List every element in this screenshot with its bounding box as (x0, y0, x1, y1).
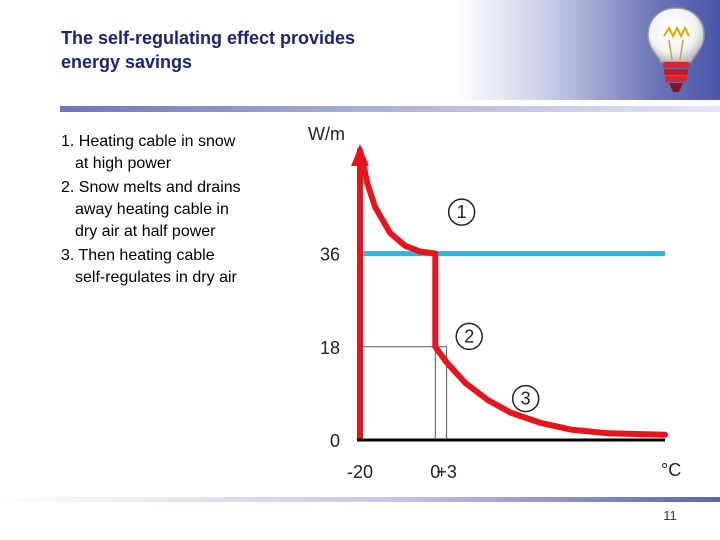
page-number: 11 (663, 508, 677, 523)
y-tick-label: 36 (320, 245, 340, 265)
bullet-item: 2. Snow melts and drains away heating ca… (61, 179, 241, 240)
curve-annotations: 1 2 3 (447, 198, 540, 413)
x-axis-label: °C (661, 460, 681, 480)
y-axis-label: W/m (308, 124, 345, 144)
slide-title: The self-regulating effect provides ener… (61, 26, 421, 74)
bullet-item: 1. Heating cable in snow at high power (61, 133, 236, 172)
x-tick-label: -20 (347, 462, 373, 482)
x-tick-label: 0 (430, 462, 440, 482)
step-marker-label: 1 (457, 202, 467, 222)
footer-bar (0, 497, 720, 502)
step-marker: 1 (447, 198, 476, 226)
y-tick-label: 0 (330, 431, 340, 451)
step-marker-label: 2 (464, 326, 474, 346)
power-curve (357, 147, 668, 438)
x-tick-label: +3 (436, 462, 457, 482)
bullet-item: 3. Then heating cable self-regulates in … (61, 247, 237, 286)
step-marker: 3 (511, 384, 540, 413)
bullet-list: 1. Heating cable in snow at high power 2… (61, 131, 241, 291)
step-marker: 2 (455, 322, 483, 351)
y-tick-label: 18 (320, 338, 340, 358)
title-underline (60, 106, 720, 112)
step-marker-label: 3 (521, 389, 531, 409)
chart-axes (351, 144, 665, 442)
slide-title-line-2: energy savings (61, 52, 193, 72)
slide-title-line-1: The self-regulating effect provides (61, 28, 356, 48)
lightbulb-icon (647, 7, 705, 92)
